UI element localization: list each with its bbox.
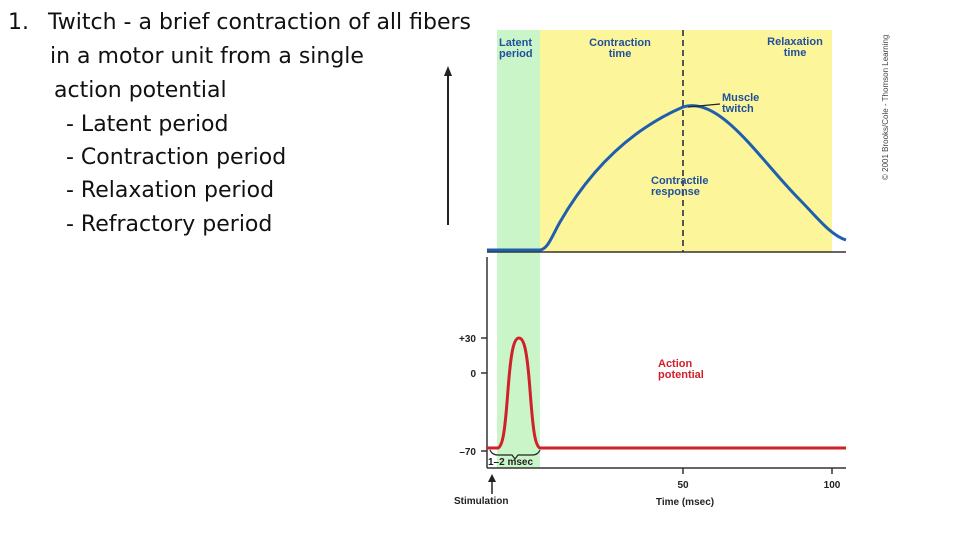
stimulation-arrowhead	[488, 474, 496, 482]
duration-label: 1–2 msec	[488, 457, 533, 468]
muscle-twitch-pointer	[687, 103, 721, 108]
contraction-relaxation-region	[540, 30, 832, 252]
duration-bracket	[489, 449, 541, 460]
action-potential-curve	[487, 336, 846, 450]
action-potential-label: Action potential	[658, 358, 704, 381]
force-axis-arrowhead	[444, 66, 452, 76]
contraction-time-label: Contraction time	[589, 37, 651, 60]
x-tick-label-50: 50	[677, 480, 689, 491]
y-tick-label-0: 0	[470, 369, 476, 380]
contractile-response-label: Contractile response	[651, 175, 708, 198]
slide-heading-line3: action potential	[54, 78, 227, 103]
bullet-latent-period: - Latent period	[66, 112, 229, 137]
y-tick-label-plus30: +30	[459, 334, 476, 345]
relaxation-time-label: Relaxation time	[767, 36, 823, 59]
muscle-twitch-curve	[487, 104, 847, 252]
x-axis-label: Time (msec)	[656, 497, 714, 508]
bullet-refractory-period: - Refractory period	[66, 212, 273, 237]
copyright-notice: © 2001 Brooks/Cole - Thomson Learning	[881, 35, 890, 180]
bullet-contraction-period: - Contraction period	[66, 145, 287, 170]
x-tick-label-100: 100	[824, 480, 841, 491]
stimulation-label: Stimulation	[454, 496, 508, 507]
slide-heading-line2: in a motor unit from a single	[50, 44, 364, 69]
slide-heading: Twitch - a brief contraction of all fibe…	[48, 10, 472, 35]
list-number: 1.	[8, 10, 29, 35]
muscle-twitch-label: Muscle twitch	[722, 92, 759, 115]
bullet-relaxation-period: - Relaxation period	[66, 178, 275, 203]
y-tick-label-minus70: –70	[459, 447, 476, 458]
latent-period-label: Latent period	[499, 37, 533, 60]
